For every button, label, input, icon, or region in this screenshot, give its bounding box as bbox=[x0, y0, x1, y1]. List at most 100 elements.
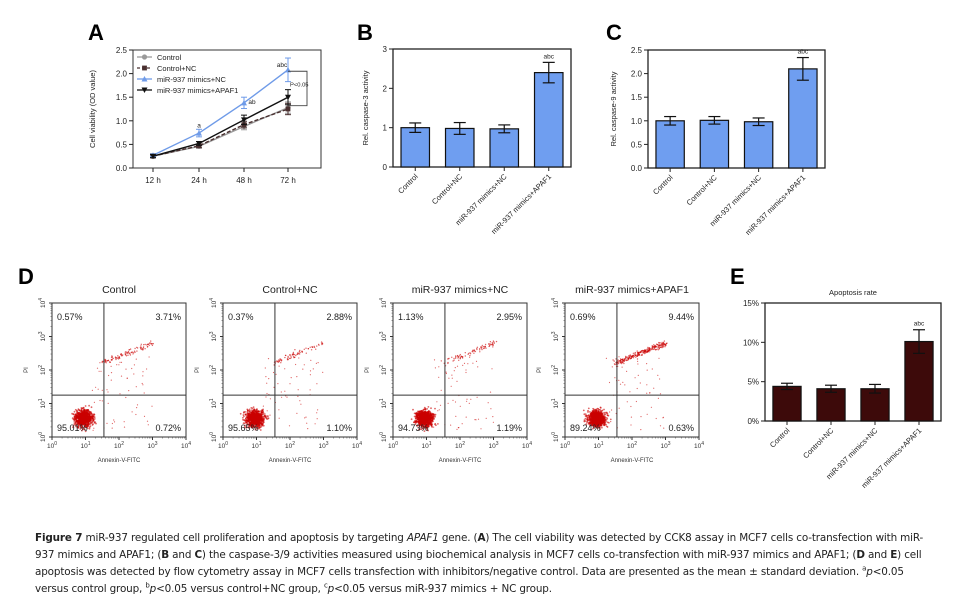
series-line bbox=[152, 108, 289, 157]
flow-event-dot bbox=[91, 421, 93, 424]
y-tick-label: 1.0 bbox=[631, 117, 643, 126]
marker-square bbox=[285, 106, 291, 112]
flow-event-dot bbox=[84, 405, 87, 407]
y-tick-label: 15% bbox=[743, 299, 759, 308]
x-tick-label: Control+NC bbox=[801, 426, 836, 461]
flow-event-dot bbox=[88, 413, 91, 416]
y-tick-label: 1.5 bbox=[116, 93, 128, 102]
y-tick-label: 2.5 bbox=[631, 46, 643, 55]
panel-letter-b: B bbox=[357, 20, 373, 45]
flow-panel-title: Control bbox=[102, 284, 136, 296]
marker-triangle-down bbox=[150, 153, 156, 160]
significance-annotation: abc bbox=[914, 321, 925, 328]
flow-event-dot bbox=[77, 408, 80, 411]
marker-triangle-up bbox=[196, 130, 202, 136]
significance-annotation: abc bbox=[544, 53, 555, 60]
panel-letter-a: A bbox=[88, 20, 104, 45]
flow-event-dot bbox=[93, 418, 96, 420]
x-tick-label: 48 h bbox=[236, 176, 252, 185]
flow-event-dot bbox=[71, 417, 74, 420]
flow-event-dot bbox=[89, 423, 91, 426]
y-tick-label: 0% bbox=[747, 417, 759, 426]
plot-frame bbox=[392, 48, 572, 168]
flow-event-dot bbox=[78, 409, 81, 412]
significance-annotation: ab bbox=[248, 99, 256, 106]
bar bbox=[743, 121, 774, 169]
marker-circle bbox=[141, 54, 148, 60]
flow-event-dot bbox=[80, 424, 83, 427]
flow-event-dot bbox=[75, 425, 77, 428]
flow-event-dot bbox=[93, 422, 96, 424]
caption-part: <0.05 versus control+NC group, bbox=[156, 583, 324, 595]
x-tick-label: 72 h bbox=[280, 176, 296, 185]
y-tick-label: 0 bbox=[383, 163, 388, 172]
flow-event-dot bbox=[82, 409, 85, 411]
y-tick-label: 2 bbox=[383, 84, 388, 93]
flow-event-dot bbox=[84, 430, 87, 433]
x-tick-label: 24 h bbox=[191, 176, 207, 185]
marker-square bbox=[142, 65, 147, 71]
significance-annotation: a bbox=[197, 122, 201, 129]
caption-part: <0.05 versus miR-937 mimics + NC group. bbox=[334, 583, 552, 595]
marker-triangle-down bbox=[241, 117, 247, 123]
series-line bbox=[152, 69, 289, 156]
bar bbox=[772, 385, 802, 422]
y-tick-label: 2.0 bbox=[631, 70, 643, 79]
flow-event-dot bbox=[83, 428, 86, 431]
caption-part: and bbox=[169, 549, 195, 561]
flow-event-dot bbox=[92, 415, 95, 417]
y-tick-label: 1.0 bbox=[116, 117, 128, 126]
caption-part: C bbox=[194, 549, 202, 561]
marker-triangle-up bbox=[141, 76, 148, 82]
bar bbox=[816, 388, 846, 422]
flow-event-dot bbox=[81, 429, 83, 432]
x-tick-label: 12 h bbox=[145, 176, 161, 185]
caption-part: and bbox=[864, 549, 891, 561]
flow-event-dot bbox=[79, 412, 82, 415]
legend-label: Control bbox=[157, 53, 182, 62]
y-axis-label: Rel. caspase-9 activity bbox=[609, 71, 618, 146]
caption-part: miR-937 regulated cell proliferation and… bbox=[82, 532, 407, 544]
marker-triangle-down bbox=[141, 87, 148, 93]
flow-event-dot bbox=[73, 421, 76, 423]
plot-frame bbox=[647, 49, 826, 169]
y-tick-label: 5% bbox=[747, 378, 759, 387]
caption-part: ) the caspase-3/9 activities measured us… bbox=[201, 549, 857, 561]
x-tick-label: Control bbox=[768, 426, 792, 450]
flow-event-dot bbox=[72, 413, 75, 416]
caption-part: D bbox=[856, 549, 865, 561]
panel-letter-d: D bbox=[18, 264, 34, 289]
y-tick-label: 0.0 bbox=[116, 164, 128, 173]
significance-annotation: abc bbox=[277, 62, 288, 69]
flow-event-dot bbox=[76, 410, 78, 413]
legend-label: Control+NC bbox=[157, 64, 197, 73]
caption-label: Figure 7 bbox=[35, 532, 83, 544]
panel-letter-c: C bbox=[606, 20, 622, 45]
figure-caption: Figure 7 miR-937 regulated cell prolifer… bbox=[35, 530, 940, 598]
caption-part: gene. ( bbox=[438, 532, 478, 544]
y-tick-label: 2.5 bbox=[116, 46, 128, 55]
p-value-annotation: P<0.05 bbox=[290, 82, 309, 88]
y-tick-label: 10% bbox=[743, 338, 759, 347]
flow-event-dot bbox=[74, 408, 77, 411]
y-tick-label: 0.0 bbox=[631, 164, 643, 173]
caption-part: APAF1 bbox=[406, 532, 439, 544]
flow-event-dot bbox=[91, 424, 94, 426]
y-tick-label: 0.5 bbox=[116, 140, 128, 149]
legend-label: miR-937 mimics+NC bbox=[157, 75, 227, 84]
marker-triangle-down bbox=[196, 140, 202, 147]
marker-triangle-up bbox=[241, 99, 247, 106]
series-line bbox=[152, 96, 289, 157]
flow-event-dot bbox=[75, 412, 78, 415]
significance-annotation: abc bbox=[798, 49, 809, 56]
flow-event-dot bbox=[72, 424, 75, 427]
caption-part: B bbox=[161, 549, 170, 561]
panel-letter-e: E bbox=[730, 264, 745, 289]
bar bbox=[489, 128, 520, 168]
flow-event-dot bbox=[82, 427, 84, 430]
y-tick-label: 3 bbox=[383, 45, 388, 54]
y-tick-label: 2.0 bbox=[116, 70, 128, 79]
